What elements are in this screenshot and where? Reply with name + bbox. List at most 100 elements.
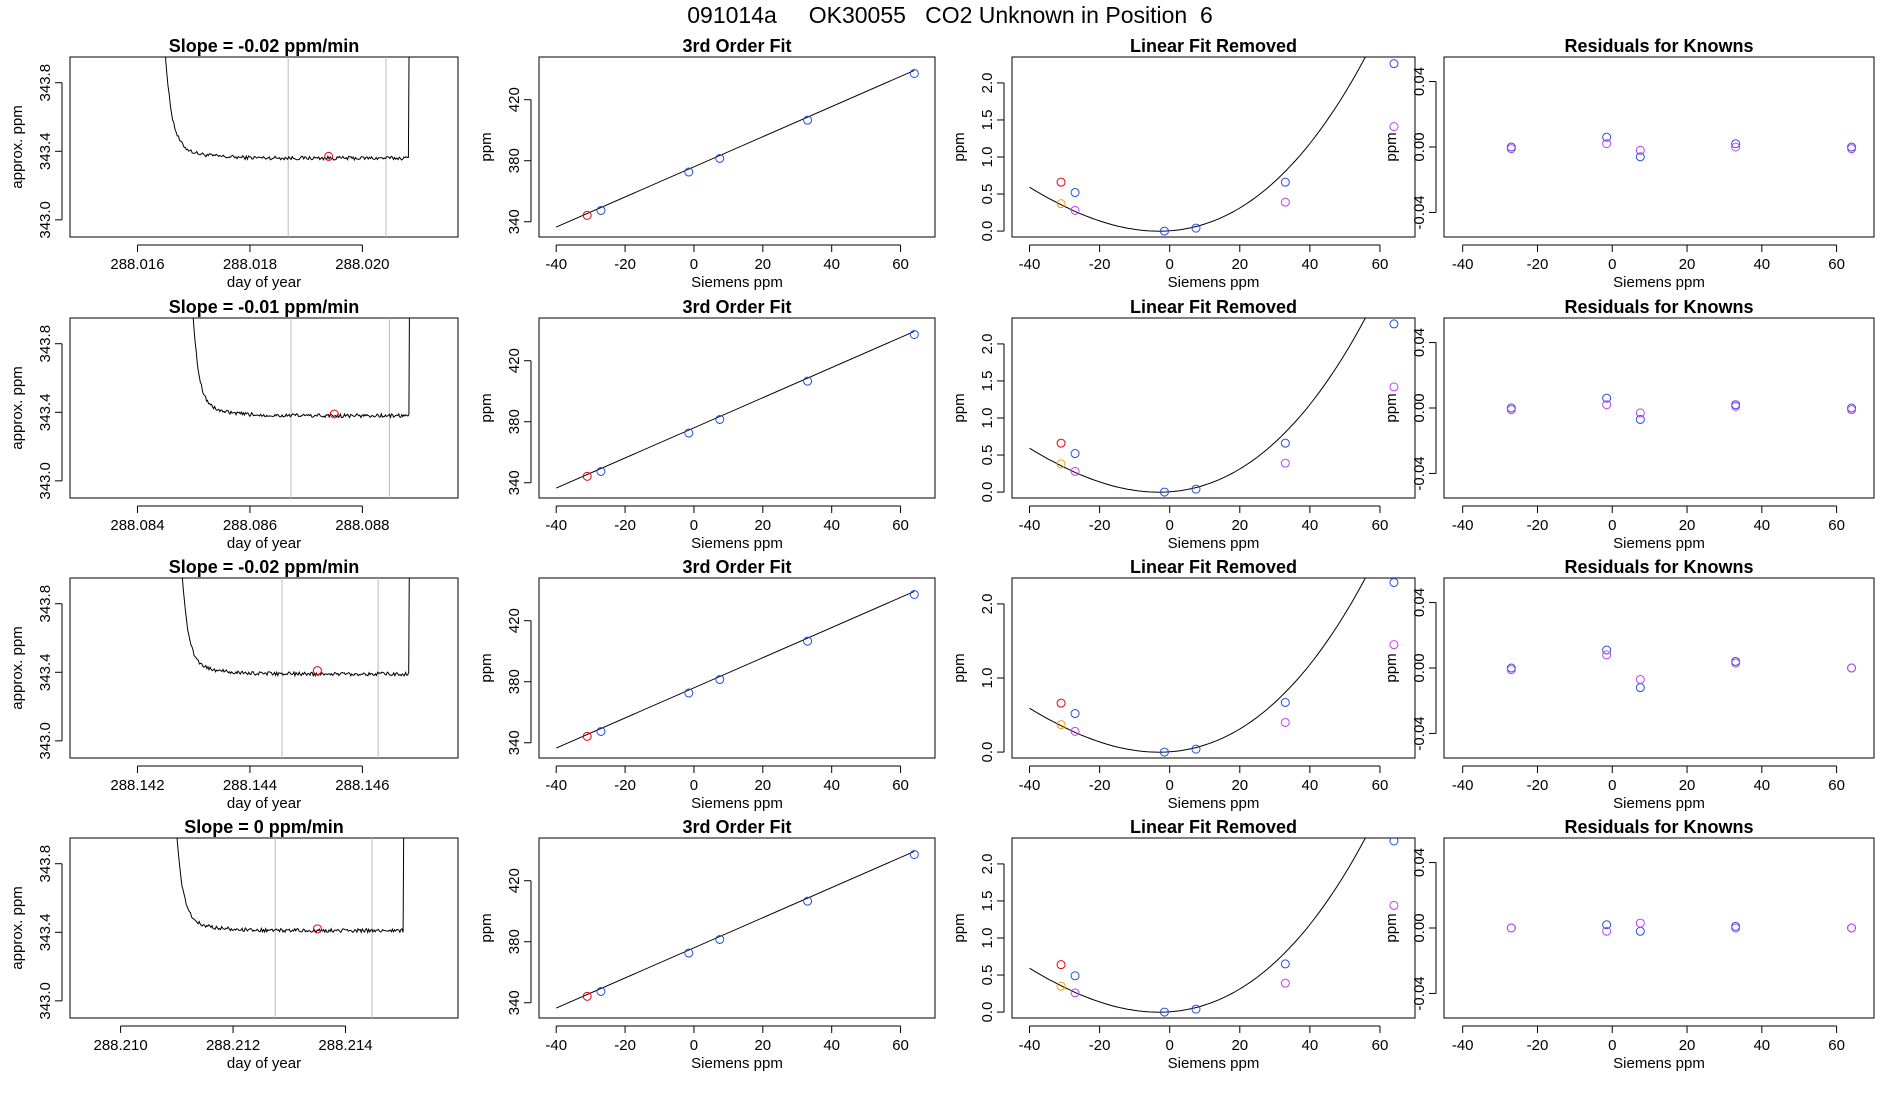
plot-frame [1443,317,1875,499]
x-tick-label: 40 [823,1037,840,1054]
panel-title: Slope = -0.01 ppm/min [169,297,360,317]
panel-fit: 3rd Order Fit -40 -20 0 20 40 60 Siemens ppm 340… [478,36,936,291]
panel-title: Slope = 0 ppm/min [184,817,344,837]
y-tick-label: 0.00 [1411,913,1428,942]
y-tick-label: 343.0 [37,201,54,239]
data-point [1602,400,1612,410]
fit-curve [1029,57,1366,232]
panel-title: Residuals for Knowns [1564,36,1753,56]
x-tick-label: -20 [1527,256,1549,273]
fit-line [556,69,915,228]
y-tick-label: 0.04 [1411,848,1428,877]
data-point [684,688,694,698]
panel-timeseries: Slope = -0.02 ppm/min 288.142 288.144 288.1… [9,557,459,812]
x-tick-label: -20 [614,517,636,534]
y-axis-label: approx. ppm [9,886,26,969]
y-tick-label: 0.0 [979,482,996,503]
x-tick-label: 60 [1372,1037,1389,1054]
plot-frame [1443,837,1875,1019]
y-tick-label: 2.0 [979,333,996,354]
y-axis-label: ppm [478,653,495,682]
concentration-trace [192,318,410,419]
x-tick-label: -20 [1527,1037,1549,1054]
x-tick-label: 60 [892,1037,909,1054]
x-tick-label: 20 [1679,256,1696,273]
y-tick-label: 0.00 [1411,393,1428,422]
data-point [1280,438,1290,448]
x-tick-label: -20 [614,1037,636,1054]
x-tick-label: 40 [1302,256,1319,273]
panel-linear_removed: Linear Fit Removed -40 -20 0 20 40 60 Siemens p… [951,36,1416,291]
data-point [1389,640,1399,650]
x-tick-label: 288.142 [110,777,164,794]
x-tick-label: -40 [1452,517,1474,534]
fit-line [556,330,915,489]
data-point [1602,393,1612,403]
data-point [1389,319,1399,329]
y-tick-label: 343.8 [37,325,54,363]
x-tick-label: -40 [1452,777,1474,794]
panel-title: Residuals for Knowns [1564,817,1753,837]
plot-frame [538,577,936,759]
x-tick-label: 20 [1679,1037,1696,1054]
x-axis-label: Siemens ppm [1168,795,1260,812]
y-tick-label: 0.00 [1411,653,1428,682]
plot-frame [538,56,936,238]
data-point [1191,223,1201,233]
selected-point [312,666,322,676]
data-point [1191,1004,1201,1014]
panel-residuals: Residuals for Knowns -40 -20 0 20 40 60 Siemens… [1383,557,1875,812]
data-point [1389,838,1399,846]
y-axis-label: ppm [1383,132,1400,161]
x-tick-label: 0 [690,517,698,534]
x-tick-label: 288.212 [206,1037,260,1054]
plot-frame [69,837,459,1019]
selected-point [312,924,322,934]
plot-area [1029,578,1399,757]
y-tick-label: 340 [506,209,523,234]
x-tick-label: -20 [1089,1037,1111,1054]
data-point [1280,978,1290,988]
panel-residuals: Residuals for Knowns -40 -20 0 20 40 60 Siemens… [1383,36,1875,291]
x-tick-label: 40 [823,256,840,273]
plot-area [192,318,410,498]
panel-title: Linear Fit Removed [1130,297,1297,317]
panel-title: 3rd Order Fit [682,297,791,317]
x-tick-label: 0 [1608,256,1616,273]
panel-title: 3rd Order Fit [682,36,791,56]
y-tick-label: 343.0 [37,462,54,500]
data-point [803,376,813,386]
y-tick-label: 343.4 [37,654,54,692]
data-point [1159,226,1169,236]
y-tick-label: 380 [506,148,523,173]
x-tick-label: 288.016 [110,256,164,273]
data-point [1635,683,1645,693]
data-point [1280,197,1290,207]
x-tick-label: -40 [1019,777,1041,794]
y-tick-label: -0.04 [1411,976,1428,1010]
x-tick-label: 60 [1828,517,1845,534]
y-axis-label: ppm [1383,393,1400,422]
x-tick-label: 0 [1166,777,1174,794]
data-point [1635,674,1645,684]
data-point [1056,177,1066,187]
data-point [1506,144,1516,154]
data-point [715,934,725,944]
data-point [803,636,813,646]
y-tick-label: 380 [506,409,523,434]
plot-area [176,838,405,1018]
y-tick-label: -0.04 [1411,195,1428,229]
page-title: 091014a OK30055 CO2 Unknown in Position … [687,2,1213,28]
x-tick-label: 0 [1608,517,1616,534]
data-point [1070,726,1080,736]
data-point [1389,59,1399,69]
data-point [582,471,592,481]
data-point [1056,199,1066,209]
data-point [1389,122,1399,132]
x-axis-label: Siemens ppm [691,1055,783,1072]
y-tick-label: 343.8 [37,585,54,623]
x-axis-label: day of year [227,274,301,291]
data-point [1602,132,1612,142]
x-tick-label: 20 [754,256,771,273]
x-tick-label: 0 [690,256,698,273]
